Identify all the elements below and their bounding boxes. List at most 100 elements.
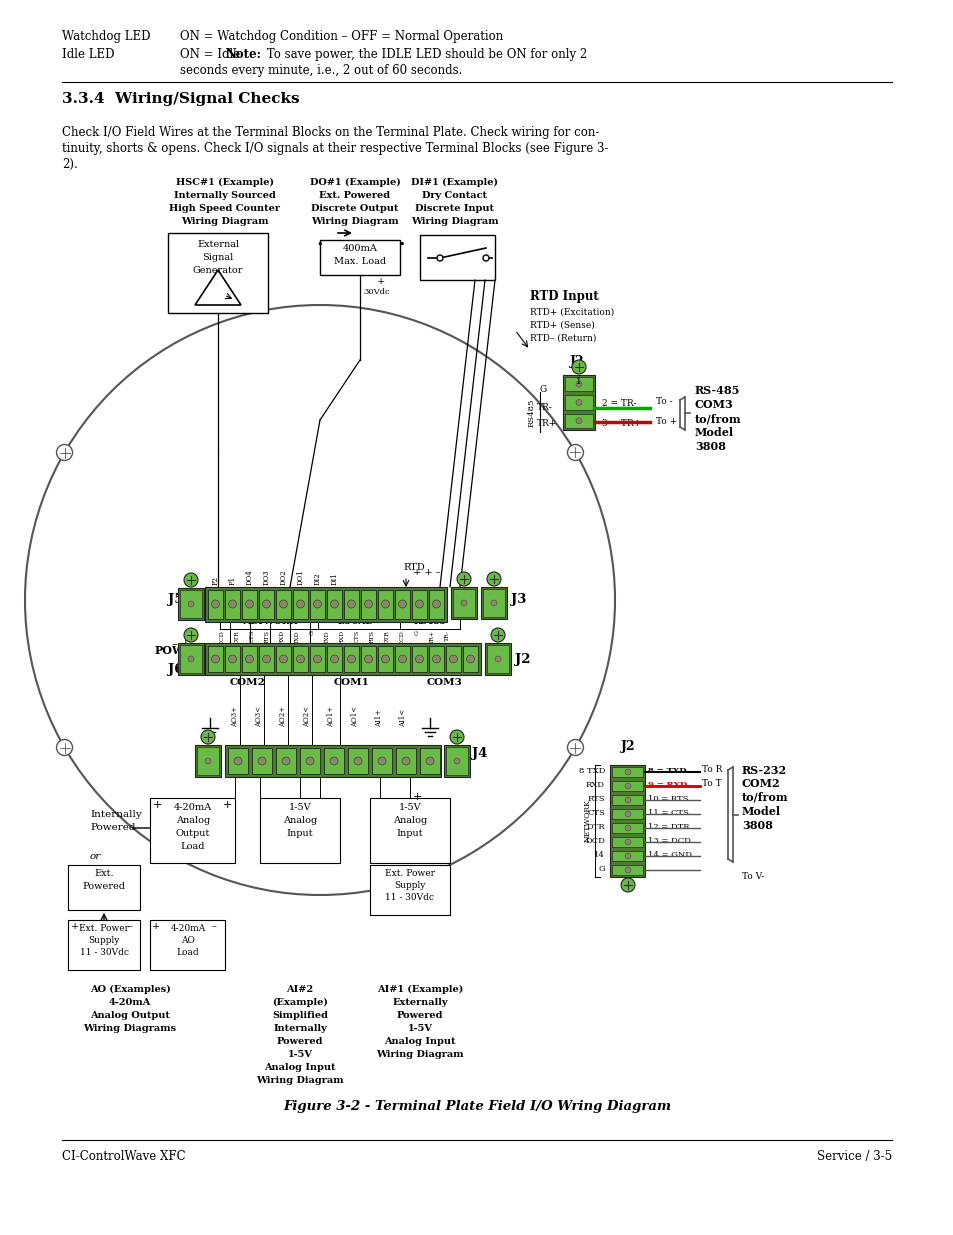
- Circle shape: [364, 600, 372, 608]
- Text: AI#2: AI#2: [286, 986, 314, 994]
- FancyBboxPatch shape: [486, 645, 509, 673]
- Circle shape: [486, 572, 500, 585]
- Circle shape: [454, 758, 459, 764]
- Text: or: or: [90, 852, 101, 861]
- Text: 11 - 30Vdc: 11 - 30Vdc: [385, 893, 434, 902]
- Text: AO: AO: [181, 936, 194, 945]
- Text: Wiring Diagrams: Wiring Diagrams: [83, 1024, 176, 1032]
- FancyBboxPatch shape: [360, 590, 375, 619]
- FancyBboxPatch shape: [453, 589, 475, 618]
- Circle shape: [624, 783, 630, 789]
- FancyBboxPatch shape: [344, 590, 358, 619]
- Text: RTS: RTS: [264, 630, 269, 643]
- Circle shape: [624, 867, 630, 873]
- FancyBboxPatch shape: [208, 590, 223, 619]
- Circle shape: [229, 655, 236, 663]
- Circle shape: [184, 573, 198, 587]
- Text: CTS: CTS: [250, 630, 254, 643]
- Circle shape: [456, 572, 471, 585]
- Circle shape: [624, 811, 630, 818]
- Text: COM3: COM3: [427, 678, 462, 687]
- Text: G: G: [309, 630, 314, 635]
- Text: – +: – +: [172, 638, 191, 650]
- Circle shape: [620, 878, 635, 892]
- Circle shape: [314, 600, 321, 608]
- Text: –: –: [128, 923, 132, 931]
- Circle shape: [184, 629, 198, 642]
- FancyBboxPatch shape: [319, 240, 399, 275]
- Text: Watchdog LED: Watchdog LED: [62, 30, 151, 43]
- Circle shape: [491, 600, 497, 606]
- FancyBboxPatch shape: [395, 646, 410, 672]
- Text: AI1+: AI1+: [375, 709, 382, 727]
- FancyBboxPatch shape: [275, 748, 295, 774]
- Text: AO3+: AO3+: [231, 706, 239, 727]
- Text: Ext. Power: Ext. Power: [79, 924, 129, 932]
- Text: DI1: DI1: [330, 572, 338, 585]
- Text: DTR: DTR: [384, 630, 389, 643]
- Text: AI1<: AI1<: [398, 709, 407, 727]
- Text: RS-485: RS-485: [695, 385, 740, 396]
- Circle shape: [377, 757, 386, 764]
- Text: +: +: [413, 792, 422, 802]
- Circle shape: [330, 655, 338, 663]
- Text: AO3<: AO3<: [254, 706, 263, 727]
- Text: 13 = DCD: 13 = DCD: [647, 837, 690, 845]
- Circle shape: [450, 730, 463, 743]
- FancyBboxPatch shape: [225, 590, 240, 619]
- Text: J2: J2: [515, 652, 530, 666]
- FancyBboxPatch shape: [429, 590, 443, 619]
- Text: DTR: DTR: [586, 823, 604, 831]
- Circle shape: [426, 757, 434, 764]
- FancyBboxPatch shape: [205, 587, 447, 622]
- FancyBboxPatch shape: [150, 798, 234, 863]
- FancyBboxPatch shape: [275, 646, 291, 672]
- FancyBboxPatch shape: [564, 377, 593, 391]
- FancyBboxPatch shape: [293, 646, 308, 672]
- Circle shape: [436, 254, 442, 261]
- FancyBboxPatch shape: [68, 864, 140, 910]
- Circle shape: [432, 655, 440, 663]
- Text: DO3: DO3: [262, 569, 271, 585]
- Text: Powered: Powered: [276, 1037, 323, 1046]
- Text: RTD+ (Excitation): RTD+ (Excitation): [530, 308, 614, 317]
- Text: To V-: To V-: [741, 872, 763, 881]
- Text: 400mA: 400mA: [342, 245, 377, 253]
- Text: + + –: + + –: [413, 568, 440, 577]
- Text: tinuity, shorts & opens. Check I/O signals at their respective Terminal Blocks (: tinuity, shorts & opens. Check I/O signa…: [62, 142, 608, 156]
- FancyBboxPatch shape: [562, 375, 595, 430]
- FancyBboxPatch shape: [242, 590, 256, 619]
- Text: CTS: CTS: [586, 809, 604, 818]
- Circle shape: [381, 600, 389, 608]
- Text: 14 = GND: 14 = GND: [647, 851, 691, 860]
- Text: Analog Input: Analog Input: [264, 1063, 335, 1072]
- Text: RXD: RXD: [279, 630, 284, 645]
- Text: Analog Input: Analog Input: [384, 1037, 456, 1046]
- FancyBboxPatch shape: [360, 646, 375, 672]
- Text: AO (Examples): AO (Examples): [90, 986, 171, 994]
- Text: TR+: TR+: [429, 630, 434, 643]
- Circle shape: [449, 655, 457, 663]
- FancyBboxPatch shape: [180, 645, 202, 673]
- Text: Generator: Generator: [193, 266, 243, 275]
- Text: J6: J6: [168, 662, 183, 676]
- FancyBboxPatch shape: [180, 590, 202, 618]
- Circle shape: [279, 655, 287, 663]
- Circle shape: [188, 601, 193, 606]
- Text: Internally Sourced: Internally Sourced: [173, 191, 275, 200]
- Text: •: •: [315, 240, 322, 249]
- Text: Externally: Externally: [392, 998, 447, 1007]
- Text: DO#1 (Example): DO#1 (Example): [310, 178, 400, 188]
- Circle shape: [576, 399, 581, 405]
- Text: Analog: Analog: [393, 816, 427, 825]
- Text: Powered: Powered: [82, 882, 126, 890]
- Text: 9 = RXD: 9 = RXD: [647, 781, 686, 789]
- Text: DCD: DCD: [584, 837, 604, 845]
- Circle shape: [282, 757, 290, 764]
- FancyBboxPatch shape: [348, 748, 368, 774]
- Text: ON = Watchdog Condition – OFF = Normal Operation: ON = Watchdog Condition – OFF = Normal O…: [180, 30, 503, 43]
- Circle shape: [330, 757, 337, 764]
- Circle shape: [567, 740, 583, 756]
- Circle shape: [482, 254, 489, 261]
- Text: RXD: RXD: [339, 630, 344, 645]
